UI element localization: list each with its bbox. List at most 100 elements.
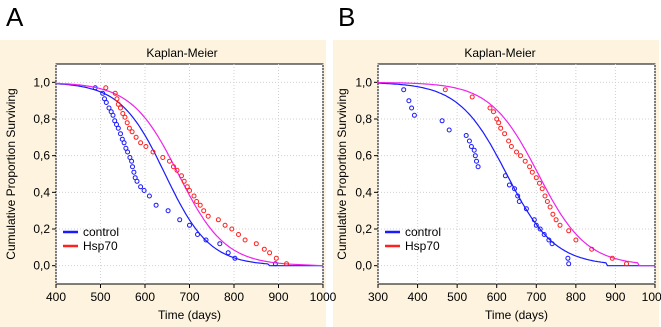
y-tick-label: 0,0 bbox=[355, 259, 372, 273]
plot-area bbox=[377, 63, 656, 285]
control-data-point bbox=[506, 182, 512, 188]
y-tick-label: 0,8 bbox=[33, 112, 50, 126]
control-data-point bbox=[125, 149, 131, 155]
hsp70-data-point bbox=[120, 111, 126, 116]
chart-title: Kaplan-Meier bbox=[146, 46, 217, 60]
control-data-point bbox=[566, 261, 572, 267]
legend-label-hsp70: Hsp70 bbox=[405, 239, 440, 253]
x-tick-label: 800 bbox=[566, 290, 586, 304]
hsp70-data-point bbox=[126, 125, 132, 131]
hsp70-data-point bbox=[103, 85, 109, 91]
hsp70-data-point bbox=[566, 228, 572, 234]
x-axis-label: Time (days) bbox=[485, 308, 548, 322]
control-data-point bbox=[468, 144, 474, 149]
y-axis-label: Cumulative Proportion Surviving bbox=[4, 88, 18, 259]
hsp70-data-point bbox=[138, 140, 144, 146]
control-data-point bbox=[502, 173, 508, 179]
hsp70-data-point bbox=[624, 261, 629, 267]
y-tick-label: 0,4 bbox=[33, 185, 50, 199]
panel-a-chart: Kaplan-Meier 0,0 0,2 0,4 0,6 0,8 1,0 400 500 600 7… bbox=[4, 46, 337, 322]
hsp70-data-point bbox=[442, 87, 448, 93]
x-tick-label: 900 bbox=[268, 290, 288, 304]
hsp70-data-point bbox=[491, 109, 496, 115]
hsp70-data-point bbox=[261, 246, 267, 252]
hsp70-data-point bbox=[150, 149, 156, 155]
hsp70-data-point bbox=[143, 144, 149, 149]
hsp70-data-point bbox=[174, 167, 180, 173]
control-data-point bbox=[115, 125, 121, 131]
y-tick-label: 0,8 bbox=[355, 112, 372, 126]
control-data-point bbox=[146, 193, 152, 199]
control-fit-line bbox=[56, 83, 323, 267]
legend-label-control: control bbox=[83, 225, 119, 239]
hsp70-data-point bbox=[609, 255, 615, 261]
control-data-point bbox=[531, 217, 537, 223]
hsp70-data-point bbox=[533, 175, 539, 181]
control-data-point bbox=[546, 237, 552, 243]
x-tick-label: 300 bbox=[368, 290, 388, 304]
x-tick-label: 900 bbox=[605, 290, 625, 304]
control-data-point bbox=[523, 206, 529, 212]
hsp70-data-point bbox=[547, 204, 553, 210]
hsp70-data-point bbox=[201, 208, 207, 214]
control-data-point bbox=[533, 222, 539, 228]
hsp70-data-point bbox=[181, 178, 187, 184]
control-data-point bbox=[187, 222, 192, 228]
control-data-point bbox=[516, 199, 522, 204]
control-data-point bbox=[475, 164, 481, 170]
y-tick-label: 0,2 bbox=[355, 222, 372, 236]
hsp70-data-point bbox=[205, 213, 211, 219]
hsp70-data-point bbox=[222, 222, 228, 228]
hsp70-fit-line bbox=[56, 82, 323, 267]
control-data-point bbox=[195, 232, 200, 237]
hsp70-data-point bbox=[191, 193, 197, 199]
hsp70-data-point bbox=[537, 180, 542, 186]
control-data-point bbox=[134, 178, 140, 184]
hsp70-data-point bbox=[133, 134, 139, 140]
hsp70-data-point bbox=[522, 158, 528, 164]
control-data-point bbox=[138, 184, 144, 190]
hsp70-data-point bbox=[112, 90, 118, 96]
control-data-point bbox=[232, 255, 238, 261]
control-data-point bbox=[121, 140, 127, 146]
y-tick-label: 1,0 bbox=[33, 75, 50, 89]
hsp70-data-point bbox=[160, 155, 166, 160]
control-data-point bbox=[512, 186, 517, 192]
x-tick-label: 700 bbox=[179, 290, 199, 304]
hsp70-data-point bbox=[184, 184, 190, 190]
panel-b-chart: Kaplan-Meier 0,0 0,2 0,4 0,6 0,8 1,0 300 400 500 6… bbox=[335, 46, 661, 322]
chart-title: Kaplan-Meier bbox=[464, 46, 535, 60]
control-data-point bbox=[471, 147, 477, 153]
control-data-point bbox=[100, 90, 106, 96]
control-data-point bbox=[131, 169, 137, 175]
hsp70-data-point bbox=[498, 125, 504, 131]
y-axis-label: Cumulative Proportion Surviving bbox=[335, 88, 349, 259]
control-data-point bbox=[110, 112, 116, 118]
control-data-point bbox=[411, 112, 417, 118]
control-data-point bbox=[272, 261, 278, 267]
x-tick-label: 1000 bbox=[642, 290, 661, 304]
hsp70-data-point bbox=[502, 131, 508, 137]
y-tick-label: 0,6 bbox=[33, 149, 50, 163]
control-data-point bbox=[565, 255, 571, 261]
hsp70-data-point bbox=[124, 120, 130, 126]
y-tick-label: 0,0 bbox=[33, 259, 50, 273]
hsp70-data-point bbox=[122, 114, 128, 120]
x-tick-label: 400 bbox=[46, 290, 66, 304]
control-data-point bbox=[537, 226, 543, 232]
control-data-point bbox=[474, 158, 479, 164]
hsp70-data-point bbox=[114, 96, 120, 102]
hsp70-data-point bbox=[487, 105, 493, 111]
hsp70-data-point bbox=[267, 250, 273, 256]
y-tick-label: 0,6 bbox=[355, 149, 372, 163]
hsp70-data-point bbox=[197, 202, 203, 208]
control-data-point bbox=[103, 100, 109, 105]
control-data-point bbox=[439, 118, 445, 124]
hsp70-data-point bbox=[171, 164, 176, 170]
control-data-point bbox=[153, 202, 159, 208]
control-data-point bbox=[129, 158, 135, 164]
hsp70-data-point bbox=[527, 164, 533, 170]
hsp70-data-point bbox=[553, 217, 559, 223]
x-tick-label: 800 bbox=[224, 290, 244, 304]
